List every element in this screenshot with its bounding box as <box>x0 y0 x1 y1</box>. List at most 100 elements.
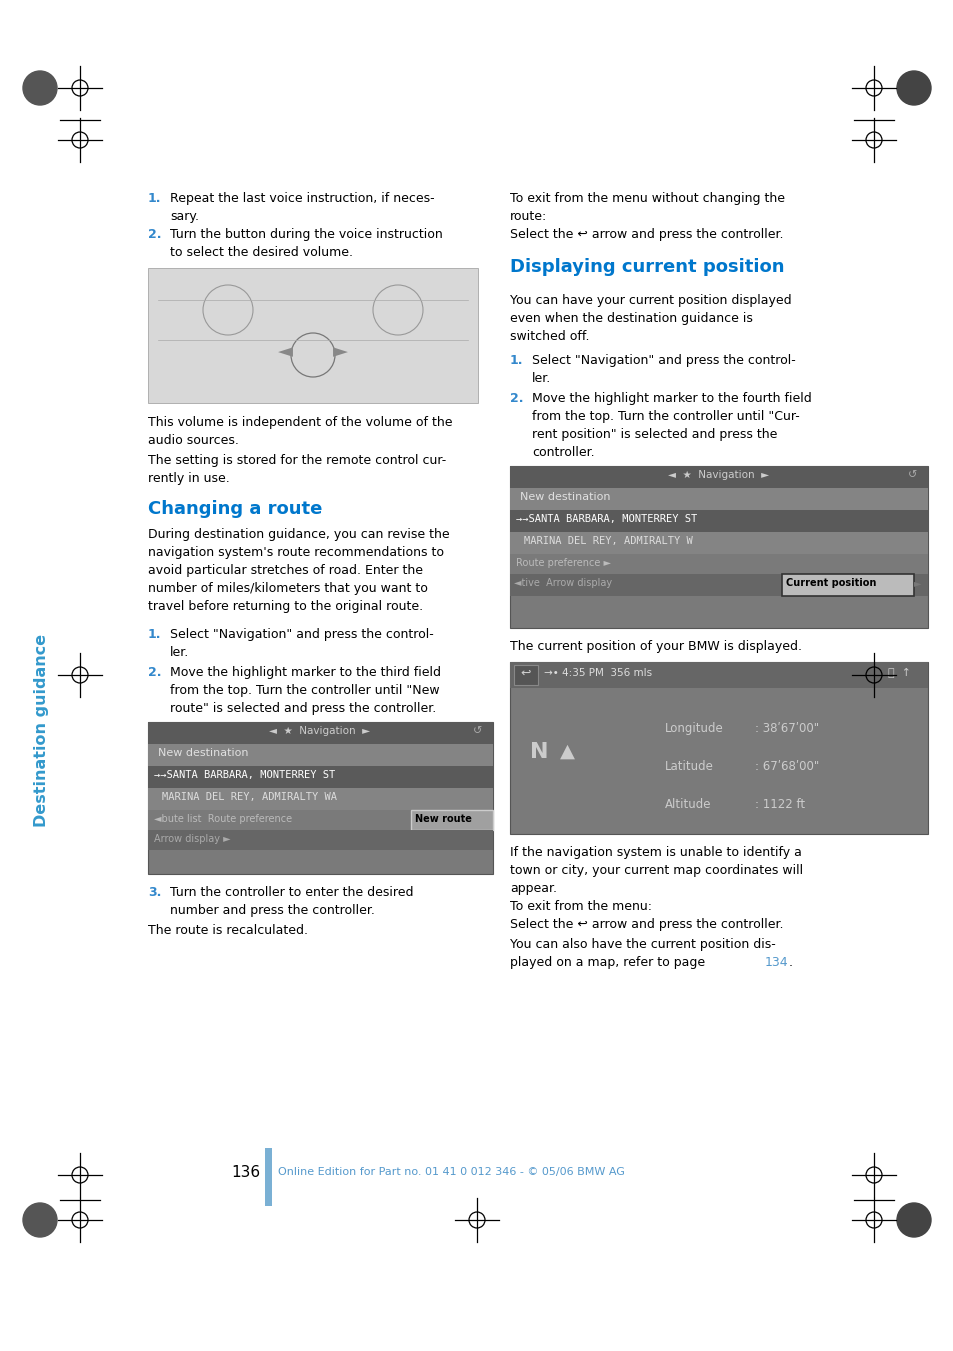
Text: rent position" is selected and press the: rent position" is selected and press the <box>532 428 777 440</box>
Text: ler.: ler. <box>170 646 189 659</box>
Bar <box>265 1148 272 1206</box>
Text: Changing a route: Changing a route <box>148 500 322 517</box>
Bar <box>148 744 493 766</box>
Text: Move the highlight marker to the fourth field: Move the highlight marker to the fourth … <box>532 392 811 405</box>
Text: ↩: ↩ <box>520 667 531 680</box>
Text: ↺: ↺ <box>473 725 482 736</box>
Text: navigation system's route recommendations to: navigation system's route recommendation… <box>148 546 443 559</box>
Text: Altitude: Altitude <box>664 798 711 811</box>
Text: Online Edition for Part no. 01 41 0 012 346 - © 05/06 BMW AG: Online Edition for Part no. 01 41 0 012 … <box>277 1167 624 1177</box>
Text: avoid particular stretches of road. Enter the: avoid particular stretches of road. Ente… <box>148 563 422 577</box>
Bar <box>148 788 493 811</box>
Text: Select "Navigation" and press the control-: Select "Navigation" and press the contro… <box>532 354 795 367</box>
Text: ▲: ▲ <box>559 742 575 761</box>
Text: from the top. Turn the controller until "Cur-: from the top. Turn the controller until … <box>532 409 799 423</box>
Text: To exit from the menu:: To exit from the menu: <box>510 900 651 913</box>
Text: To exit from the menu without changing the: To exit from the menu without changing t… <box>510 192 784 205</box>
Bar <box>510 574 927 596</box>
Text: →→SANTA BARBARA, MONTERREY ST: →→SANTA BARBARA, MONTERREY ST <box>516 513 697 524</box>
Text: Current position: Current position <box>785 578 876 588</box>
Text: ler.: ler. <box>532 372 551 385</box>
Text: →• 4:35 PM  356 mls: →• 4:35 PM 356 mls <box>543 667 652 678</box>
Bar <box>510 662 927 834</box>
Text: Displaying current position: Displaying current position <box>510 258 783 276</box>
Bar <box>148 830 493 850</box>
Text: Repeat the last voice instruction, if neces-: Repeat the last voice instruction, if ne… <box>170 192 435 205</box>
Bar <box>510 662 927 688</box>
Text: Turn the controller to enter the desired: Turn the controller to enter the desired <box>170 886 413 898</box>
Text: New destination: New destination <box>519 492 610 503</box>
Text: ◄: ◄ <box>277 342 293 361</box>
Text: 2.: 2. <box>148 228 161 240</box>
Text: 1.: 1. <box>148 628 161 640</box>
Bar <box>148 721 493 874</box>
Text: MARINA DEL REY, ADMIRALTY WA: MARINA DEL REY, ADMIRALTY WA <box>162 792 336 802</box>
Text: If the navigation system is unable to identify a: If the navigation system is unable to id… <box>510 846 801 859</box>
Bar <box>148 811 493 830</box>
Text: Route preference ►: Route preference ► <box>516 558 610 567</box>
Text: 134: 134 <box>764 957 788 969</box>
Text: Move the highlight marker to the third field: Move the highlight marker to the third f… <box>170 666 440 680</box>
Text: rently in use.: rently in use. <box>148 471 230 485</box>
Text: number of miles/kilometers that you want to: number of miles/kilometers that you want… <box>148 582 428 594</box>
Text: number and press the controller.: number and press the controller. <box>170 904 375 917</box>
Text: appear.: appear. <box>510 882 557 894</box>
Text: audio sources.: audio sources. <box>148 434 238 447</box>
Bar <box>510 554 927 574</box>
Text: You can also have the current position dis-: You can also have the current position d… <box>510 938 775 951</box>
Text: ◄  ★  Navigation  ►: ◄ ★ Navigation ► <box>668 470 769 480</box>
Text: : 38ʹ67ʹ00": : 38ʹ67ʹ00" <box>754 721 819 735</box>
Text: controller.: controller. <box>532 446 594 459</box>
Text: route:: route: <box>510 209 547 223</box>
Text: ↺: ↺ <box>907 470 917 480</box>
Bar <box>148 721 493 744</box>
Text: sary.: sary. <box>170 209 199 223</box>
Text: This volume is independent of the volume of the: This volume is independent of the volume… <box>148 416 452 430</box>
Text: travel before returning to the original route.: travel before returning to the original … <box>148 600 423 613</box>
Text: 3.: 3. <box>148 886 161 898</box>
Text: town or city, your current map coordinates will: town or city, your current map coordinat… <box>510 865 802 877</box>
Text: ◄tive  Arrow display: ◄tive Arrow display <box>514 578 612 588</box>
Bar <box>510 466 927 488</box>
Bar <box>510 509 927 532</box>
Text: even when the destination guidance is: even when the destination guidance is <box>510 312 752 326</box>
Text: played on a map, refer to page: played on a map, refer to page <box>510 957 708 969</box>
Text: switched off.: switched off. <box>510 330 589 343</box>
Text: Longitude: Longitude <box>664 721 723 735</box>
Bar <box>148 766 493 788</box>
Text: Select "Navigation" and press the control-: Select "Navigation" and press the contro… <box>170 628 434 640</box>
Circle shape <box>23 72 57 105</box>
Text: During destination guidance, you can revise the: During destination guidance, you can rev… <box>148 528 449 540</box>
Text: →→SANTA BARBARA, MONTERREY ST: →→SANTA BARBARA, MONTERREY ST <box>153 770 335 780</box>
Text: The route is recalculated.: The route is recalculated. <box>148 924 308 938</box>
Circle shape <box>896 1202 930 1238</box>
Text: route" is selected and press the controller.: route" is selected and press the control… <box>170 703 436 715</box>
Bar <box>510 466 927 628</box>
Text: 2.: 2. <box>510 392 523 405</box>
Text: Select the ↩ arrow and press the controller.: Select the ↩ arrow and press the control… <box>510 228 782 240</box>
Bar <box>148 267 477 403</box>
Text: ⏰  ↑: ⏰ ↑ <box>887 667 910 678</box>
Text: 2.: 2. <box>148 666 161 680</box>
Bar <box>514 665 537 685</box>
Text: ►: ► <box>913 578 921 588</box>
Text: The current position of your BMW is displayed.: The current position of your BMW is disp… <box>510 640 801 653</box>
Text: MARINA DEL REY, ADMIRALTY W: MARINA DEL REY, ADMIRALTY W <box>523 536 692 546</box>
Text: .: . <box>788 957 792 969</box>
Text: 1.: 1. <box>148 192 161 205</box>
Text: New destination: New destination <box>158 748 248 758</box>
Text: New route: New route <box>415 815 472 824</box>
Bar <box>510 532 927 554</box>
Text: 1.: 1. <box>510 354 523 367</box>
Text: ◄  ★  Navigation  ►: ◄ ★ Navigation ► <box>269 725 370 736</box>
Text: You can have your current position displayed: You can have your current position displ… <box>510 295 791 307</box>
Bar <box>781 574 913 596</box>
Text: : 67ʹ68ʹ00": : 67ʹ68ʹ00" <box>754 761 819 773</box>
Circle shape <box>896 72 930 105</box>
Bar <box>411 811 493 830</box>
Text: ◄bute list  Route preference: ◄bute list Route preference <box>153 815 292 824</box>
Text: Select the ↩ arrow and press the controller.: Select the ↩ arrow and press the control… <box>510 917 782 931</box>
Circle shape <box>23 1202 57 1238</box>
Text: to select the desired volume.: to select the desired volume. <box>170 246 353 259</box>
Text: ►: ► <box>333 342 348 361</box>
